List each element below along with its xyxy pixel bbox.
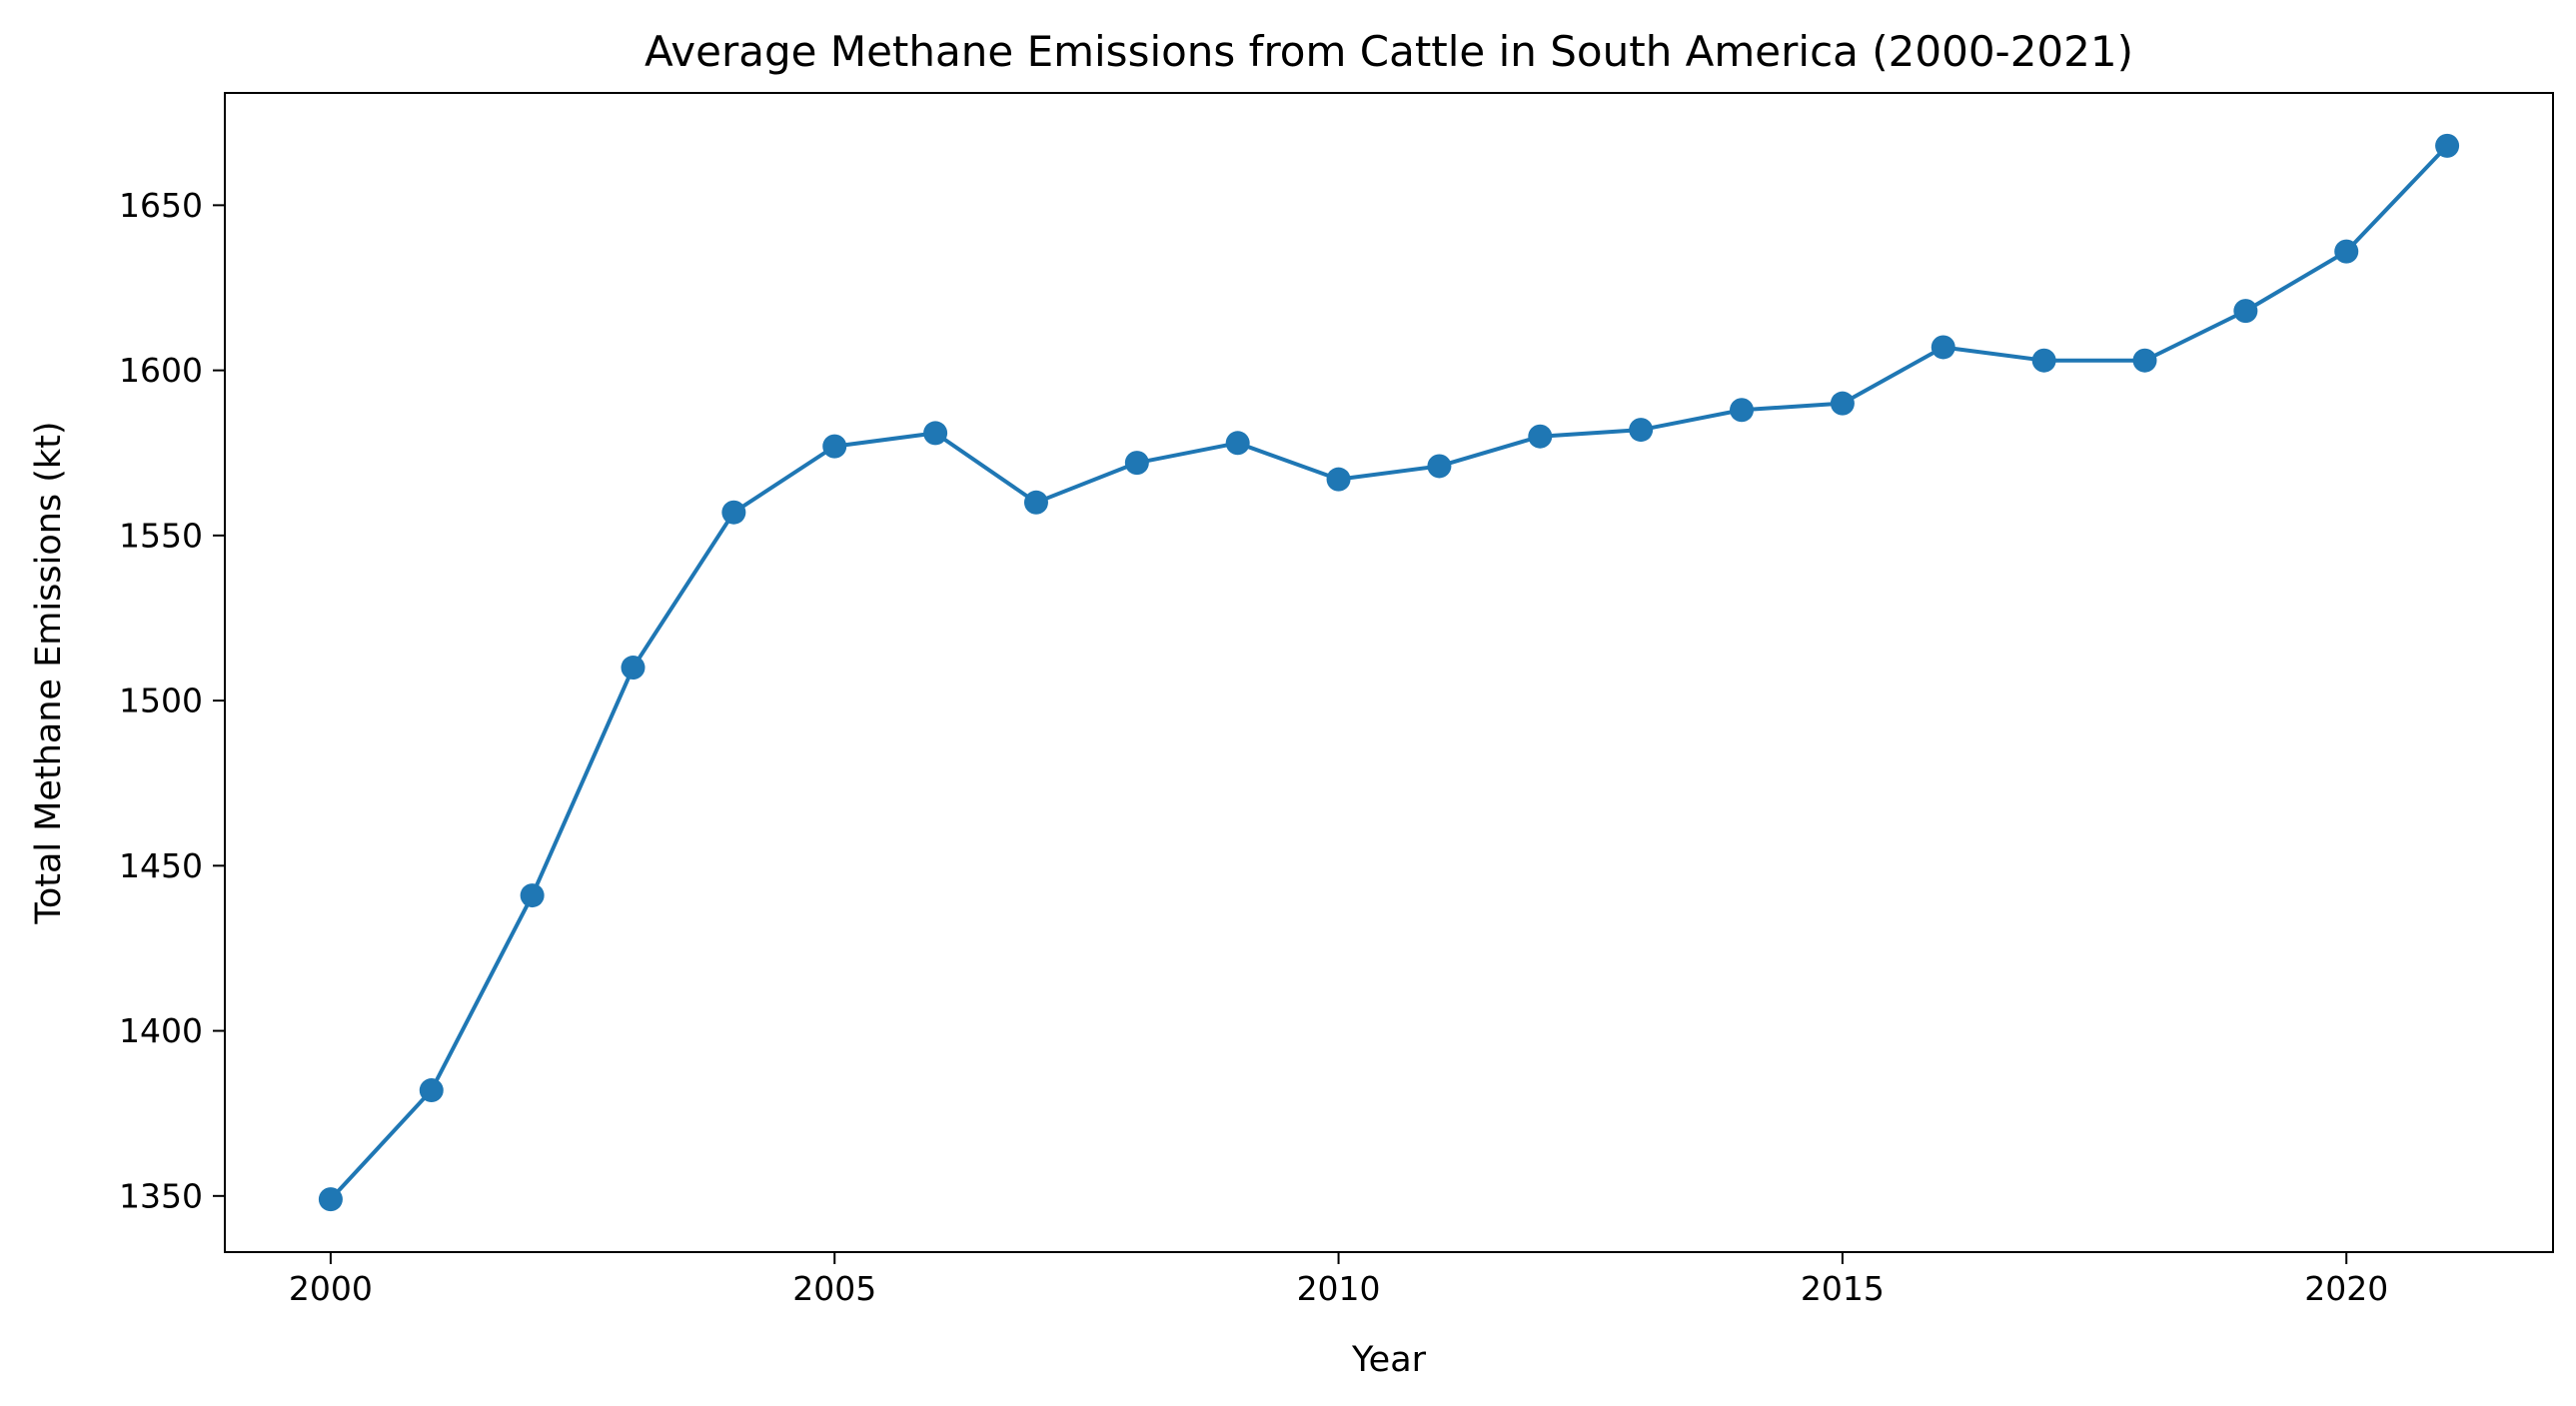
data-point (1225, 431, 1250, 456)
x-axis-label: Year (1351, 1340, 1427, 1380)
plot-area (224, 92, 2554, 1253)
data-point (419, 1078, 444, 1103)
data-point (1023, 490, 1048, 515)
data-point (2132, 348, 2157, 373)
data-point (721, 500, 746, 525)
data-point (1730, 398, 1755, 423)
data-point (2435, 133, 2460, 158)
y-axis-ticks: 1350 1400 1450 1500 1550 1600 1650 (119, 186, 225, 1215)
data-point (2233, 299, 2258, 324)
x-tick-label: 2015 (1801, 1269, 1885, 1308)
data-point (1830, 391, 1855, 416)
data-point (2334, 239, 2359, 264)
y-tick-label: 1450 (119, 846, 203, 885)
data-point (822, 434, 847, 459)
plot-frame (224, 92, 2554, 1253)
x-tick-label: 2020 (2304, 1269, 2388, 1308)
y-tick-label: 1400 (119, 1011, 203, 1050)
data-point (1326, 467, 1351, 492)
series-layer (318, 133, 2460, 1212)
y-tick-label: 1350 (119, 1176, 203, 1215)
data-point (1931, 335, 1955, 360)
y-tick-label: 1600 (119, 351, 203, 390)
y-axis-label: Total Methane Emissions (kt) (29, 421, 69, 924)
y-tick-label: 1500 (119, 682, 203, 720)
y-tick-label: 1550 (119, 516, 203, 555)
chart-title: Average Methane Emissions from Cattle in… (644, 27, 2133, 76)
x-tick-label: 2005 (792, 1269, 876, 1308)
data-point (520, 883, 545, 908)
data-point (318, 1187, 343, 1212)
x-tick-label: 2000 (289, 1269, 373, 1308)
data-point (1124, 451, 1149, 476)
data-point (1528, 424, 1553, 449)
data-point (2031, 348, 2056, 373)
data-point (1629, 418, 1654, 443)
data-point (1427, 454, 1452, 479)
data-point (923, 421, 948, 446)
x-tick-label: 2010 (1297, 1269, 1381, 1308)
series-line (328, 143, 2450, 1202)
x-axis-ticks: 2000 2005 2010 2015 2020 (289, 1252, 2388, 1308)
y-tick-label: 1650 (119, 186, 203, 225)
data-point (621, 656, 645, 681)
